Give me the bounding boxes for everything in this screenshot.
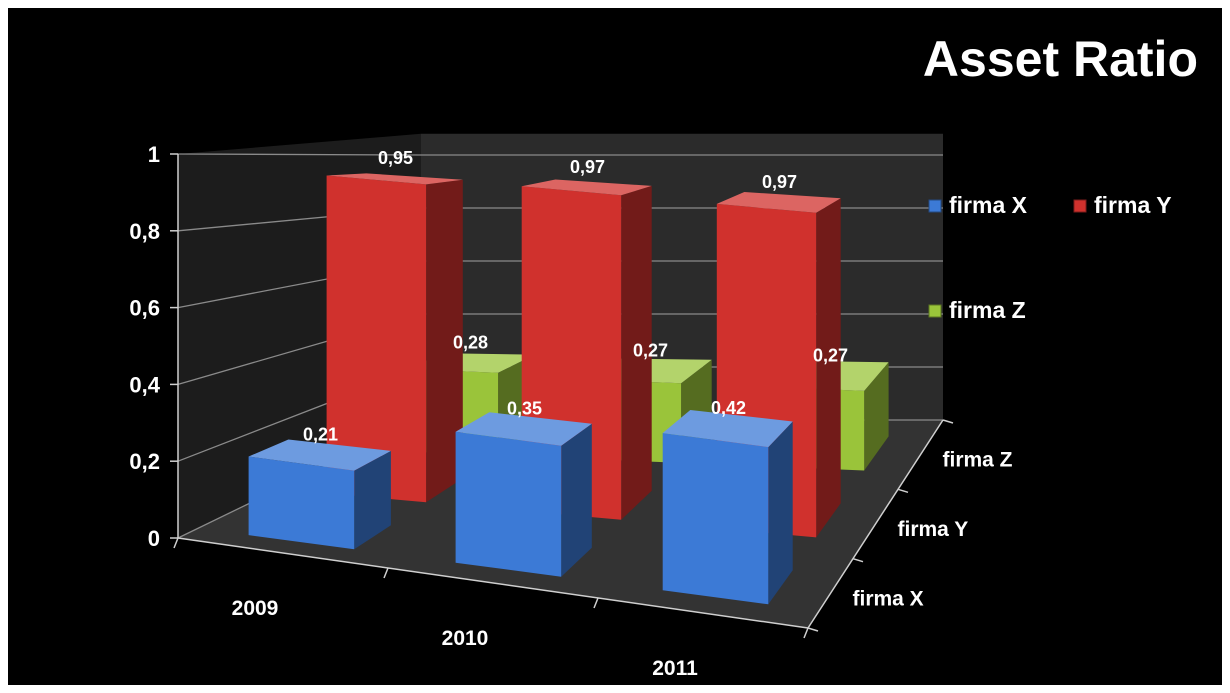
x-tick-label: 2011 <box>652 657 698 680</box>
data-label: 0,42 <box>711 398 746 418</box>
x-tick-mark <box>173 537 179 549</box>
legend-swatch <box>928 199 942 213</box>
x-tick-mark <box>803 627 809 639</box>
bar-front-face <box>248 456 355 550</box>
legend-item-firma-z: firma Z <box>928 297 1026 323</box>
bar-side-face <box>426 179 463 503</box>
data-label: 0,97 <box>570 157 605 177</box>
chart-title: Asset Ratio <box>923 31 1198 87</box>
depth-tick-mark <box>942 419 954 424</box>
y-tick-label: 0,2 <box>129 449 160 474</box>
legend-swatch <box>1073 199 1087 213</box>
data-label: 0,97 <box>762 172 797 192</box>
x-axis-line <box>177 537 809 629</box>
depth-tick-label: firma X <box>853 587 924 610</box>
bar-firma-x-2009 <box>248 439 391 550</box>
y-tick-label: 0 <box>148 526 160 551</box>
x-tick-label: 2009 <box>232 597 279 620</box>
legend-item-firma-y: firma Y <box>1073 192 1172 218</box>
legend-label: firma Z <box>949 297 1026 323</box>
bar-top-face <box>716 192 841 213</box>
bar-side-face <box>354 450 391 550</box>
legend-swatch <box>928 304 942 318</box>
x-tick-mark <box>593 597 599 609</box>
bar-firma-y-2009 <box>326 173 463 503</box>
bar-firma-x-2010 <box>455 412 592 577</box>
data-label: 0,21 <box>303 424 338 444</box>
data-label: 0,28 <box>453 332 488 352</box>
bar-front-face <box>455 431 562 577</box>
bar-front-face <box>662 433 769 605</box>
bar-side-face <box>816 198 841 538</box>
bar-side-face <box>768 421 793 605</box>
depth-tick-mark <box>852 557 864 563</box>
depth-tick-label: firma Y <box>898 518 969 541</box>
depth-tick-label: firma Z <box>943 449 1013 472</box>
depth-tick-mark <box>897 488 909 494</box>
bars <box>248 173 889 605</box>
bar-side-face <box>561 423 592 577</box>
bar-top-face <box>455 412 592 446</box>
y-tick-label: 1 <box>148 142 160 167</box>
gridline <box>177 153 943 156</box>
data-label: 0,35 <box>507 398 542 418</box>
bar-top-face <box>662 410 793 448</box>
bar-top-face <box>521 179 652 196</box>
legend-item-firma-x: firma X <box>928 192 1028 218</box>
depth-tick-mark <box>807 627 819 632</box>
bar-top-face <box>248 439 391 471</box>
y-tick-label: 0,8 <box>129 219 160 244</box>
asset-ratio-chart: 0,28 0,27 0,270,95 0,970,970,210,35 0,42 00,… <box>129 31 1198 680</box>
x-tick-label: 2010 <box>442 627 489 650</box>
x-tick-mark <box>383 567 389 579</box>
bar-firma-x-2011 <box>662 410 793 605</box>
legend: firma X firma Y firma Z <box>928 192 1172 323</box>
data-label: 0,27 <box>633 340 668 360</box>
legend-label: firma Y <box>1094 192 1172 218</box>
chart-frame: 0,28 0,27 0,27 0,95 0,97 0,97 0,21 0,35 0,42 0 0,… <box>8 8 1222 685</box>
y-tick-label: 0,4 <box>129 372 160 397</box>
bar-side-face <box>864 362 889 471</box>
axes: 0 0,2 0,4 0,6 0,8 1 2009 2010 2011 firma X firma Y… <box>129 142 1012 680</box>
data-label: 0,95 <box>378 148 413 168</box>
legend-label: firma X <box>949 192 1028 218</box>
y-tick-label: 0,6 <box>129 296 160 321</box>
data-label: 0,27 <box>813 345 848 365</box>
bar-top-face <box>326 173 463 185</box>
bar-side-face <box>621 185 652 520</box>
data-labels: 0,28 0,27 0,27 0,95 0,97 0,97 0,21 0,35 0,42 <box>303 148 848 444</box>
depth-axis-line <box>807 419 944 629</box>
bar-front-face <box>326 175 427 503</box>
